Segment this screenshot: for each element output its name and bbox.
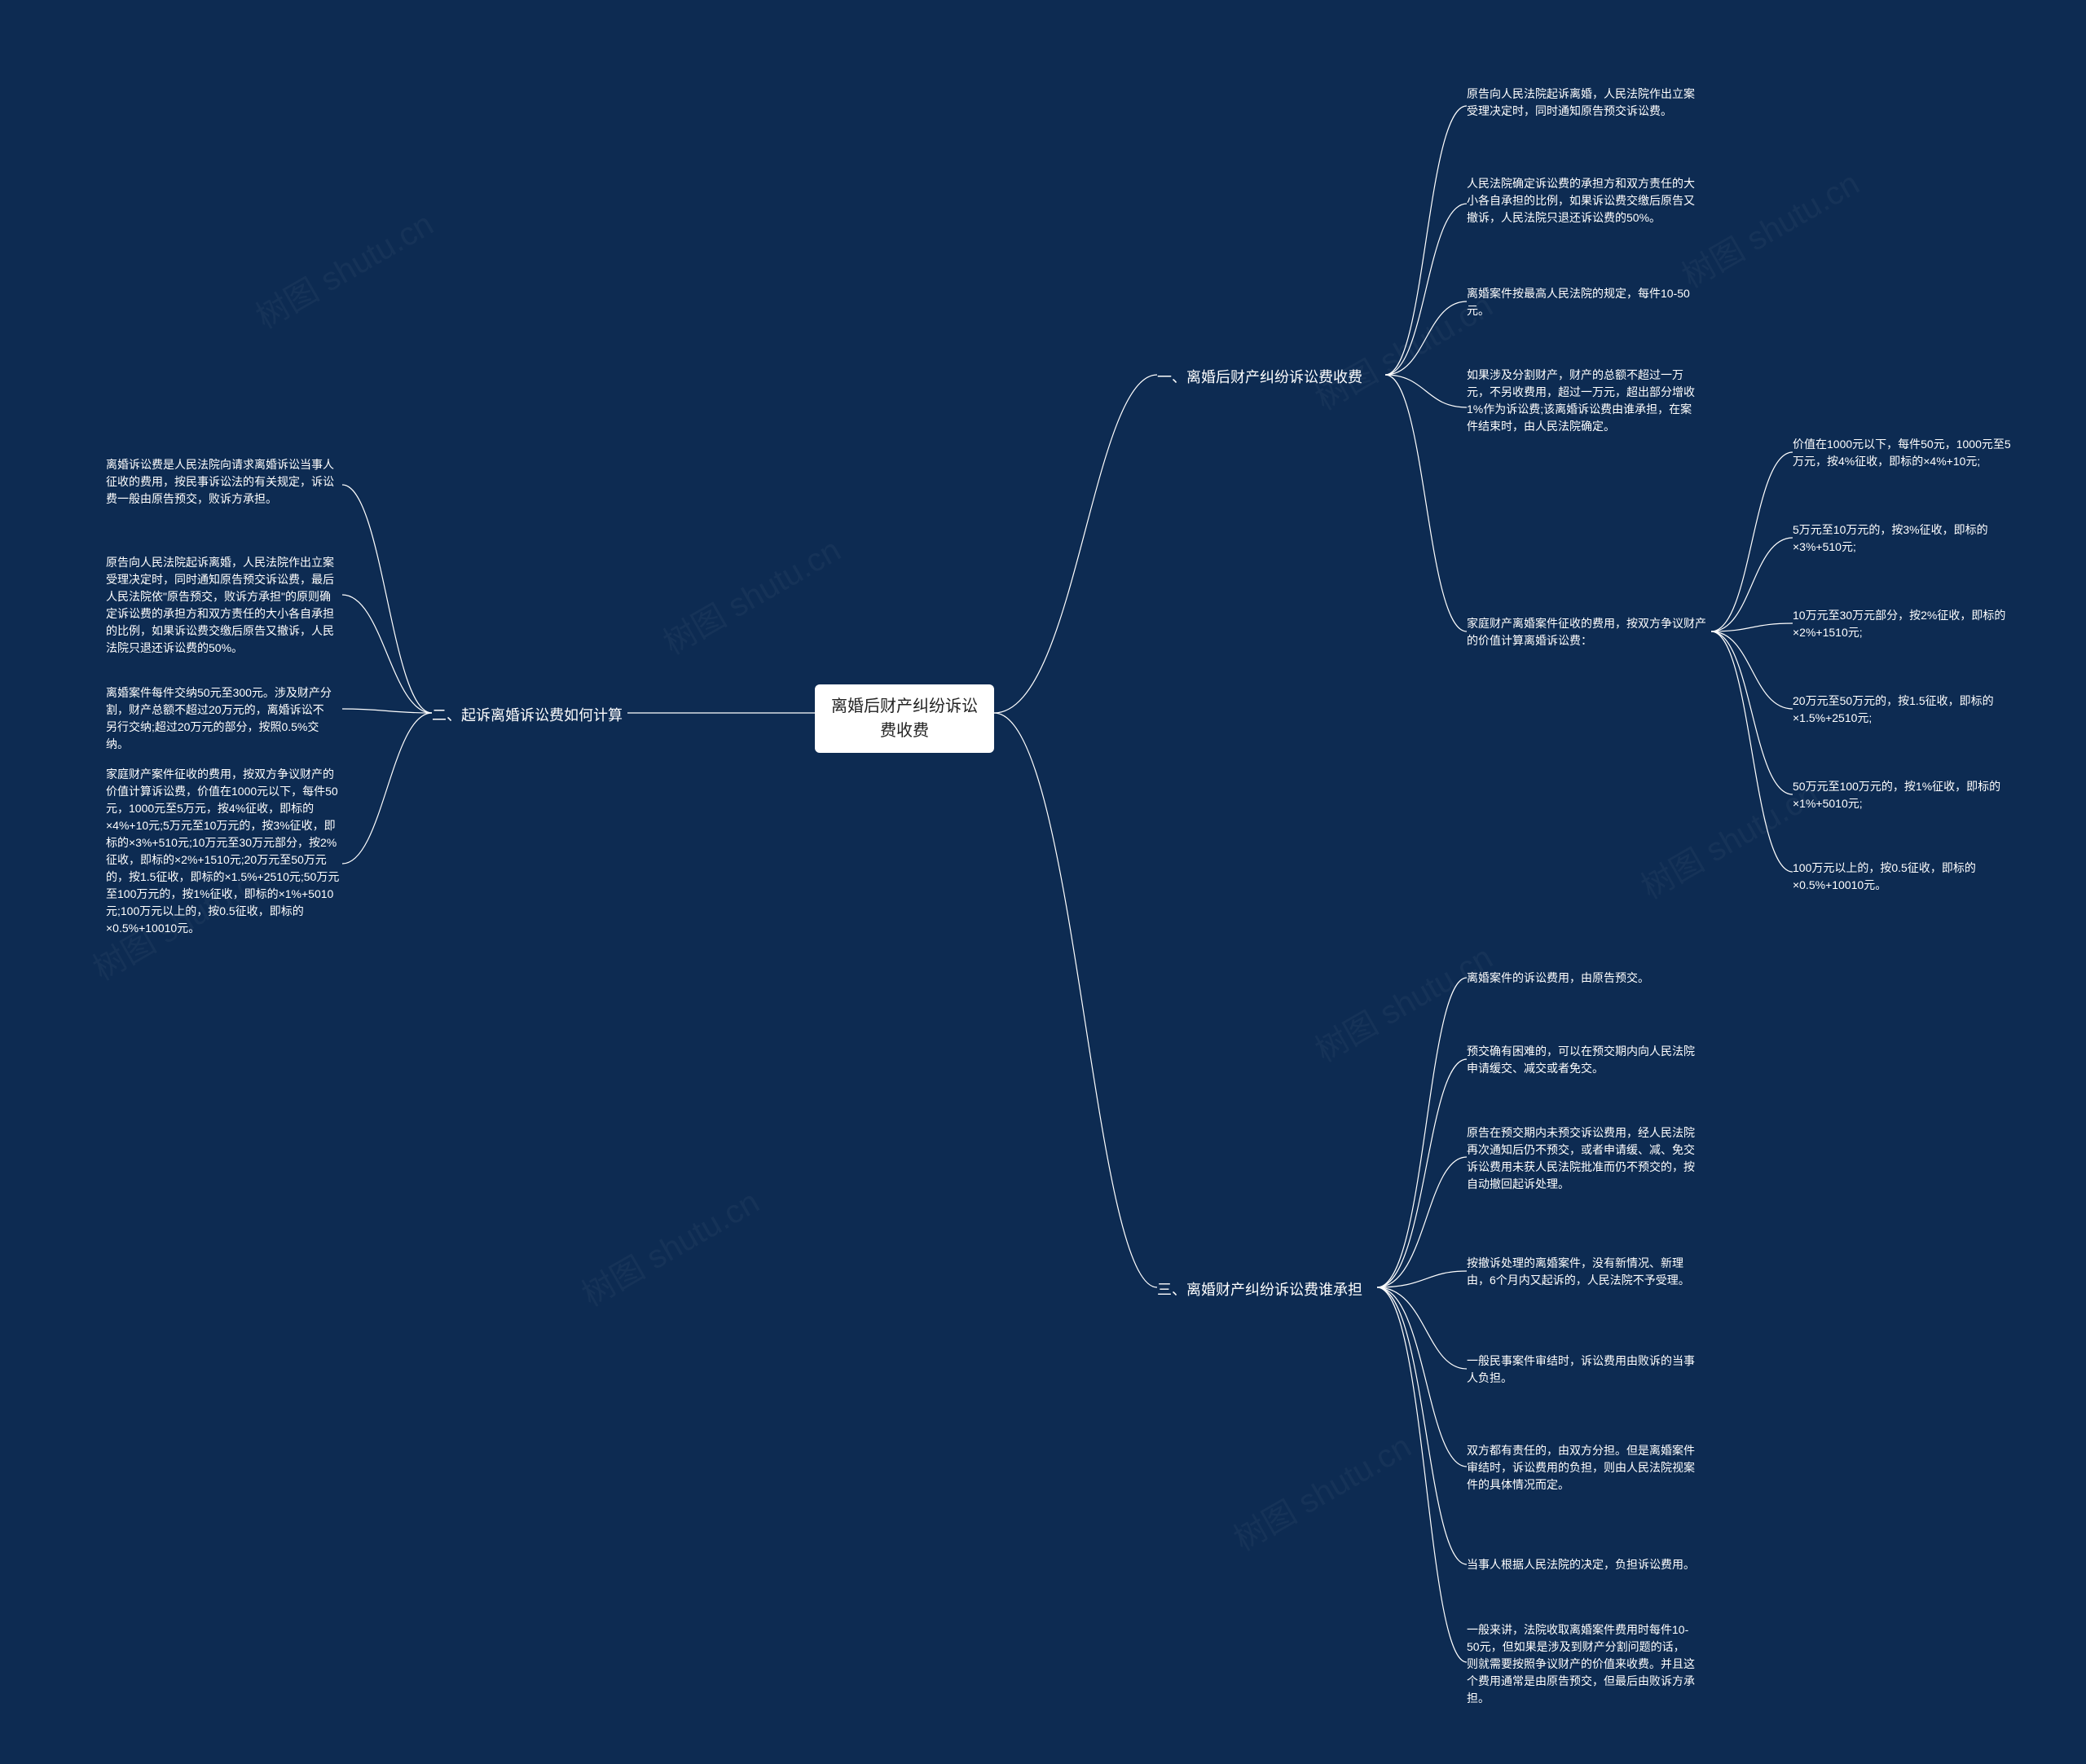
branch-2-item-0: 离婚诉讼费是人民法院向请求离婚诉讼当事人征收的费用，按民事诉讼法的有关规定，诉讼… — [106, 456, 334, 508]
watermark: 树图 shutu.cn — [572, 1176, 767, 1315]
branch-2-item-3: 家庭财产案件征收的费用，按双方争议财产的价值计算诉讼费，价值在1000元以下，每… — [106, 766, 342, 937]
branch-3-item-7: 一般来讲，法院收取离婚案件费用时每件10-50元，但如果是涉及到财产分割问题的话… — [1467, 1621, 1695, 1707]
branch-1-item-2: 离婚案件按最高人民法院的规定，每件10-50元。 — [1467, 285, 1695, 319]
watermark: 树图 shutu.cn — [654, 524, 848, 663]
branch-1-sub-label: 家庭财产离婚案件征收的费用，按双方争议财产的价值计算离婚诉讼费： — [1467, 615, 1711, 649]
branch-1-sub-1: 5万元至10万元的，按3%征收，即标的×3%+510元; — [1793, 521, 2021, 556]
branch-1-item-0: 原告向人民法院起诉离婚，人民法院作出立案受理决定时，同时通知原告预交诉讼费。 — [1467, 86, 1695, 120]
branch-3-item-2: 原告在预交期内未预交诉讼费用，经人民法院再次通知后仍不预交，或者申请缓、减、免交… — [1467, 1124, 1695, 1193]
branch-3-item-6: 当事人根据人民法院的决定，负担诉讼费用。 — [1467, 1556, 1695, 1573]
watermark: 树图 shutu.cn — [246, 198, 441, 337]
branch-2-item-1: 原告向人民法院起诉离婚，人民法院作出立案受理决定时，同时通知原告预交诉讼费，最后… — [106, 554, 334, 657]
branch-3-item-0: 离婚案件的诉讼费用，由原告预交。 — [1467, 970, 1695, 987]
watermark: 树图 shutu.cn — [1224, 1420, 1419, 1559]
branch-1-sub-5: 100万元以上的，按0.5征收，即标的×0.5%+10010元。 — [1793, 860, 2021, 894]
branch-3-item-3: 按撤诉处理的离婚案件，没有新情况、新理由，6个月内又起诉的，人民法院不予受理。 — [1467, 1255, 1695, 1289]
branch-3-item-5: 双方都有责任的，由双方分担。但是离婚案件审结时，诉讼费用的负担，则由人民法院视案… — [1467, 1442, 1695, 1493]
branch-1-item-1: 人民法院确定诉讼费的承担方和双方责任的大小各自承担的比例，如果诉讼费交缴后原告又… — [1467, 175, 1695, 227]
branch-1-item-3: 如果涉及分割财产，财产的总额不超过一万元，不另收费用，超过一万元，超出部分增收1… — [1467, 367, 1695, 435]
branch-2-label: 二、起诉离婚诉讼费如何计算 — [432, 705, 623, 727]
branch-1-sub-2: 10万元至30万元部分，按2%征收，即标的×2%+1510元; — [1793, 607, 2021, 641]
branch-1-sub-3: 20万元至50万元的，按1.5征收，即标的×1.5%+2510元; — [1793, 693, 2021, 727]
branch-3-label: 三、离婚财产纠纷诉讼费谁承担 — [1157, 1279, 1362, 1301]
branch-1-label: 一、离婚后财产纠纷诉讼费收费 — [1157, 367, 1362, 389]
branch-3-item-1: 预交确有困难的，可以在预交期内向人民法院申请缓交、减交或者免交。 — [1467, 1043, 1695, 1077]
branch-1-sub-0: 价值在1000元以下，每件50元，1000元至5万元，按4%征收，即标的×4%+… — [1793, 436, 2021, 470]
watermark: 树图 shutu.cn — [1672, 157, 1867, 297]
branch-3-item-4: 一般民事案件审结时，诉讼费用由败诉的当事人负担。 — [1467, 1353, 1695, 1387]
branch-2-item-2: 离婚案件每件交纳50元至300元。涉及财产分割，财产总额不超过20万元的，离婚诉… — [106, 684, 334, 753]
branch-1-sub-4: 50万元至100万元的，按1%征收，即标的×1%+5010元; — [1793, 778, 2021, 812]
center-node: 离婚后财产纠纷诉讼费收费 — [815, 684, 994, 753]
